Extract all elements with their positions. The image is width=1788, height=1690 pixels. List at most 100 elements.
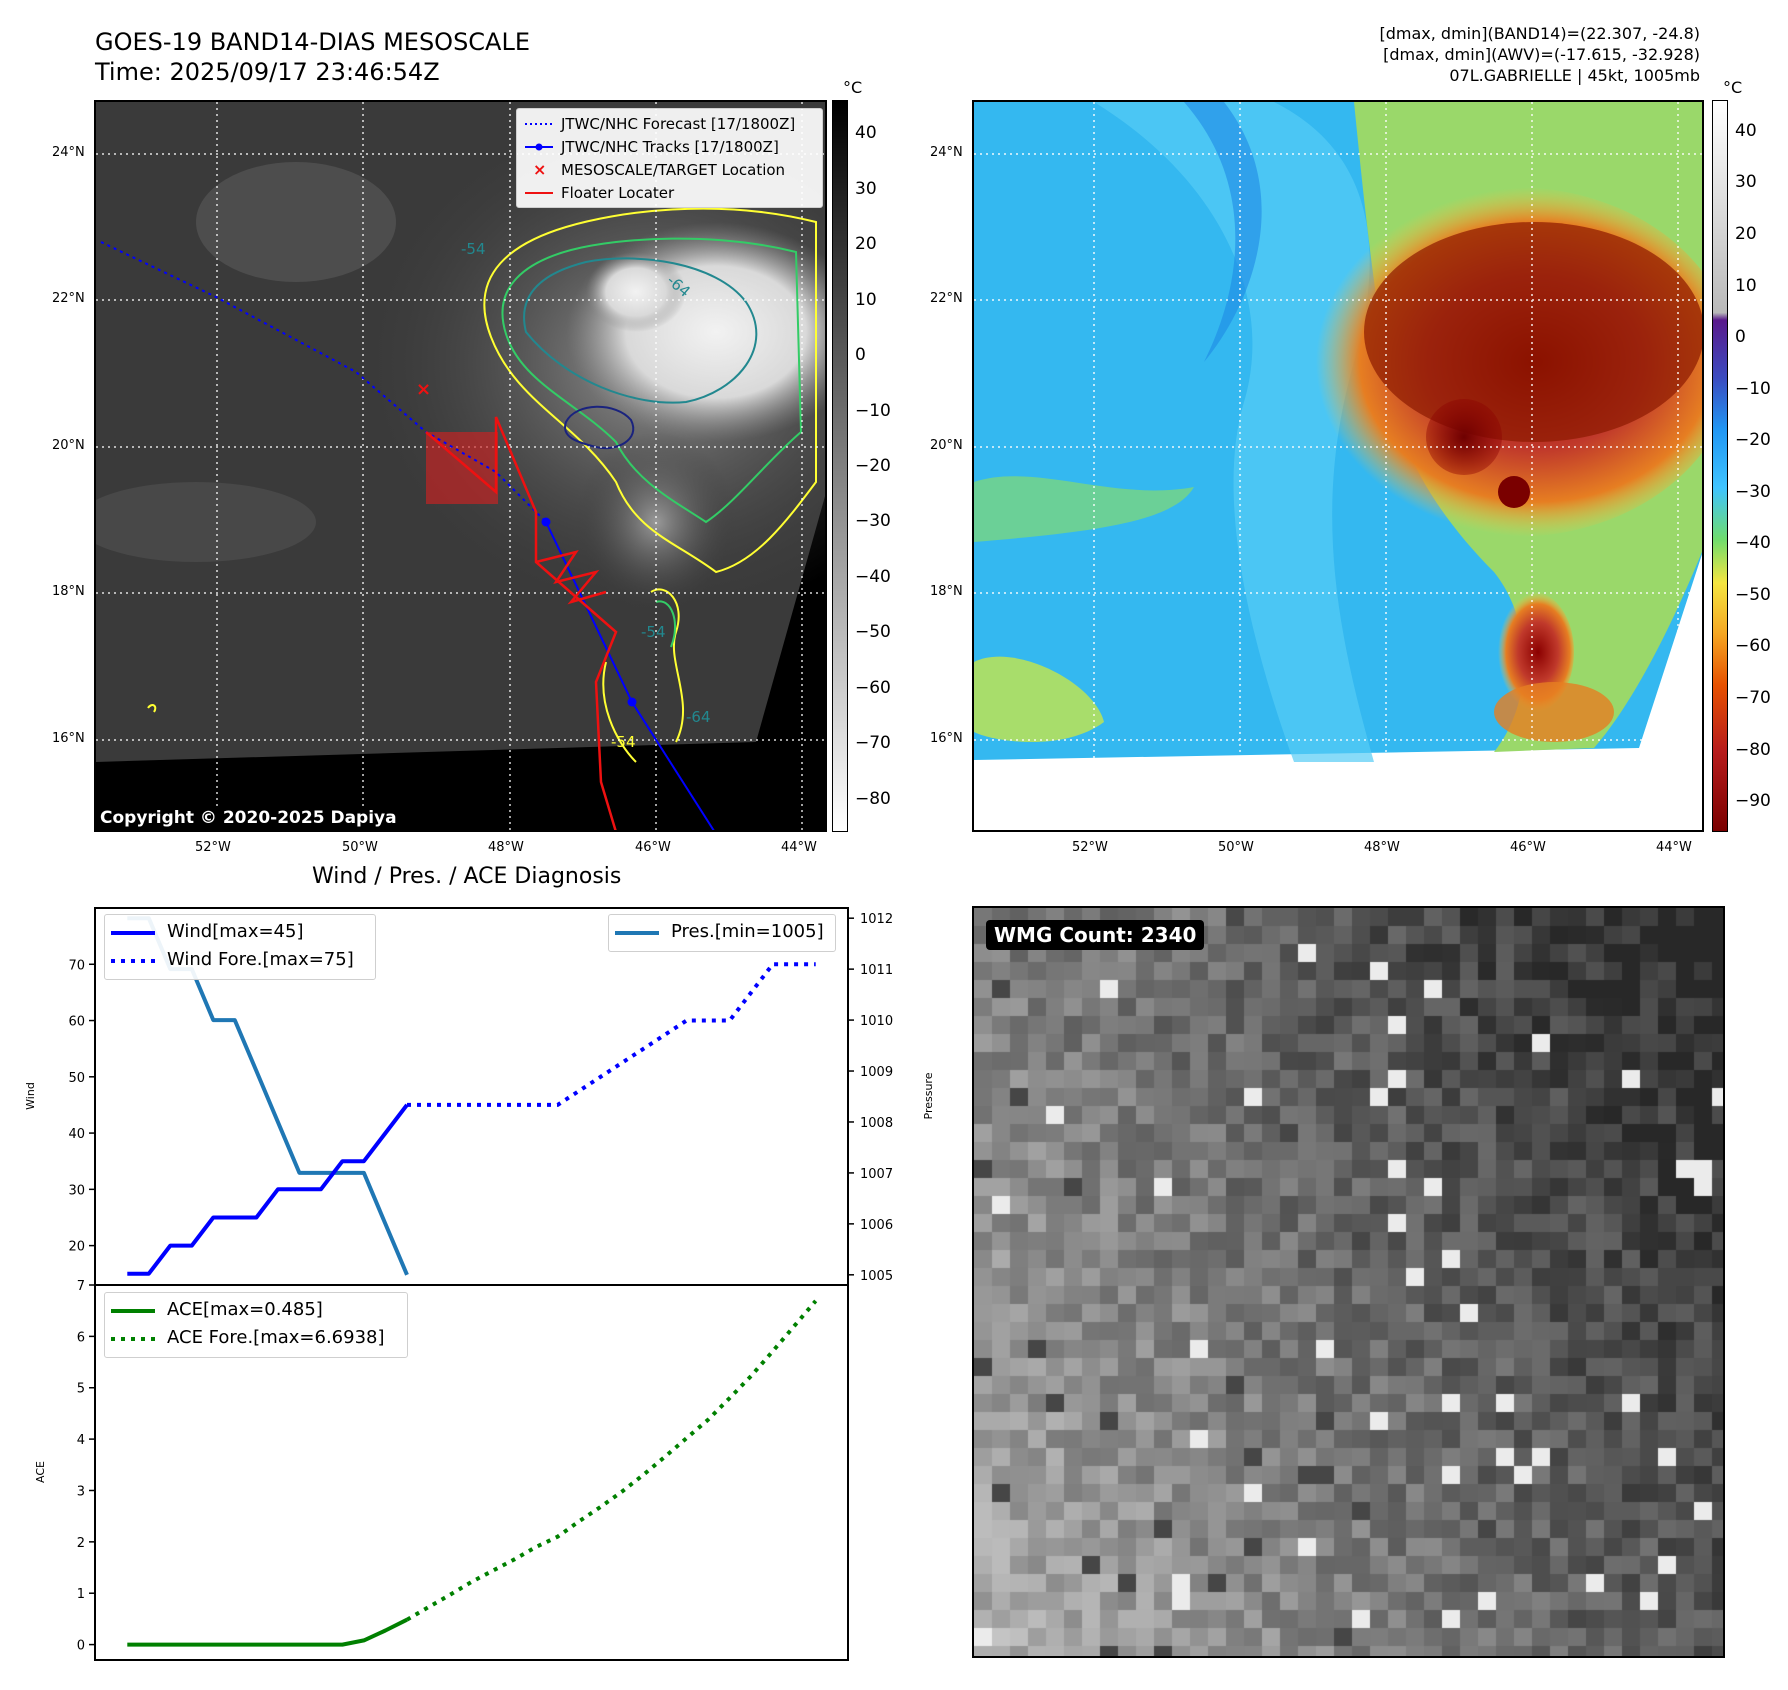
lat-label: 18°N (52, 584, 85, 599)
ir-colorbar-unit: °C (843, 78, 863, 97)
lat-label: 18°N (930, 584, 963, 599)
awv-map-panel (972, 100, 1704, 832)
colorbar-tick-label: 20 (855, 234, 877, 255)
lon-label: 52°W (195, 840, 231, 855)
contour-navy (564, 405, 635, 450)
legend-ace: ACE[max=0.485] (167, 1299, 323, 1320)
ir-colorbar (832, 100, 848, 832)
pressure-axis-tick-label: 1008 (860, 1116, 893, 1131)
colorbar-tick-label: −30 (855, 511, 891, 532)
wind-axis-tick-label: 30 (68, 1183, 85, 1198)
floater-box (426, 432, 498, 504)
contour-green (501, 237, 803, 524)
wind-axis-tick-label: 50 (68, 1071, 85, 1086)
colorbar-tick-label: 40 (855, 123, 877, 144)
legend-forecast: JTWC/NHC Forecast [17/1800Z] (561, 115, 796, 133)
colorbar-tick-label: −60 (1735, 636, 1771, 657)
forecast-track (100, 241, 547, 523)
colorbar-tick-label: −10 (1735, 378, 1771, 399)
lon-label: 48°W (488, 840, 524, 855)
legend-floater: Floater Locater (561, 184, 675, 202)
lat-label: 22°N (930, 291, 963, 306)
colorbar-tick-label: −60 (855, 677, 891, 698)
pressure-legend: Pres.[min=1005] (608, 914, 836, 952)
figure-title: GOES-19 BAND14-DIAS MESOSCALE (95, 28, 531, 56)
ace-axis-tick-label: 3 (77, 1484, 85, 1499)
track-point (627, 697, 637, 707)
diag-title: Wind / Pres. / ACE Diagnosis (312, 864, 622, 889)
legend-target: MESOSCALE/TARGET Location (561, 161, 786, 179)
pressure-axis-tick-label: 1006 (860, 1218, 893, 1233)
colorbar-tick-label: −10 (855, 400, 891, 421)
legend-tracks: JTWC/NHC Tracks [17/1800Z] (561, 138, 779, 156)
ace-axis-tick-label: 1 (77, 1587, 85, 1602)
contour-yellow (483, 207, 817, 574)
lat-label: 20°N (52, 438, 85, 453)
contour-label: -64 (686, 708, 711, 726)
lon-label: 44°W (1656, 840, 1692, 855)
stats-band14: [dmax, dmin](BAND14)=(22.307, -24.8) (1379, 24, 1701, 43)
ace-line (127, 1617, 408, 1647)
lat-label: 16°N (52, 731, 85, 746)
ace-axis-tick-label: 5 (77, 1382, 85, 1397)
wind-axis-label: Wind (24, 1082, 37, 1110)
wind-axis-tick-label: 20 (68, 1240, 85, 1255)
colorbar-tick-label: −50 (1735, 584, 1771, 605)
wind-axis-tick-label: 70 (68, 958, 85, 973)
wmg-count-badge: WMG Count: 2340 (986, 920, 1205, 950)
lon-label: 44°W (781, 840, 817, 855)
diag-chart: Wind Pressure ACE 70 60 50 40 30 20 1012 1011 10… (24, 907, 935, 1661)
awv-gridlines (974, 102, 1702, 830)
wmg-panel: WMG Count: 2340 (972, 906, 1725, 1658)
colorbar-tick-label: 10 (1735, 275, 1757, 296)
pressure-axis-tick-label: 1010 (860, 1014, 893, 1029)
pressure-axis-label: Pressure (922, 1072, 935, 1119)
colorbar-tick-label: −30 (1735, 481, 1771, 502)
stats-awv: [dmax, dmin](AWV)=(-17.615, -32.928) (1383, 45, 1700, 64)
wind-axis-tick-label: 40 (68, 1127, 85, 1142)
ace-axes (94, 1284, 849, 1661)
track-point (541, 517, 551, 527)
pressure-axis-tick-label: 1011 (860, 963, 893, 978)
colorbar-tick-label: 10 (855, 289, 877, 310)
colorbar-tick-label: −40 (1735, 533, 1771, 554)
ir-map-legend: × JTWC/NHC Forecast [17/1800Z] JTWC/NHC … (516, 108, 823, 208)
legend-wind-forecast: Wind Fore.[max=75] (167, 949, 354, 970)
awv-colorbar (1712, 100, 1728, 832)
contour-label: -54 (611, 733, 636, 751)
legend-wind: Wind[max=45] (167, 921, 304, 942)
contour-label: -54 (461, 240, 486, 258)
ace-axis-tick-label: 7 (77, 1279, 85, 1294)
colorbar-tick-label: −70 (855, 733, 891, 754)
wind-axis-tick-label: 60 (68, 1015, 85, 1030)
storm-core (1426, 399, 1502, 475)
storm-info: 07L.GABRIELLE | 45kt, 1005mb (1449, 66, 1700, 85)
colorbar-tick-label: −20 (1735, 430, 1771, 451)
lon-label: 50°W (342, 840, 378, 855)
colorbar-tick-label: −90 (1735, 791, 1771, 812)
ace-axis-label: ACE (34, 1461, 47, 1483)
colorbar-tick-label: 0 (855, 345, 866, 366)
lon-label: 46°W (1510, 840, 1546, 855)
colorbar-tick-label: −50 (855, 622, 891, 643)
pressure-axis-tick-label: 1012 (860, 912, 893, 927)
wmg-image (974, 908, 1723, 1656)
colorbar-tick-label: −80 (855, 788, 891, 809)
lat-label: 22°N (52, 291, 85, 306)
ace-forecast-line (405, 1299, 818, 1622)
lat-label: 24°N (930, 145, 963, 160)
lat-label: 16°N (930, 731, 963, 746)
contour-teal (523, 257, 758, 404)
ace-axis-tick-label: 2 (77, 1536, 85, 1551)
pressure-axis-tick-label: 1005 (860, 1269, 893, 1284)
target-marker: × (416, 379, 431, 400)
colorbar-tick-label: 40 (1735, 120, 1757, 141)
colorbar-tick-label: −20 (855, 456, 891, 476)
lon-label: 50°W (1218, 840, 1254, 855)
contour-label: -54 (641, 623, 666, 641)
colorbar-tick-label: 20 (1735, 224, 1757, 245)
pressure-axis-tick-label: 1009 (860, 1065, 893, 1080)
lat-label: 24°N (52, 145, 85, 160)
colorbar-tick-label: 30 (855, 178, 877, 199)
colorbar-tick-label: −70 (1735, 687, 1771, 708)
